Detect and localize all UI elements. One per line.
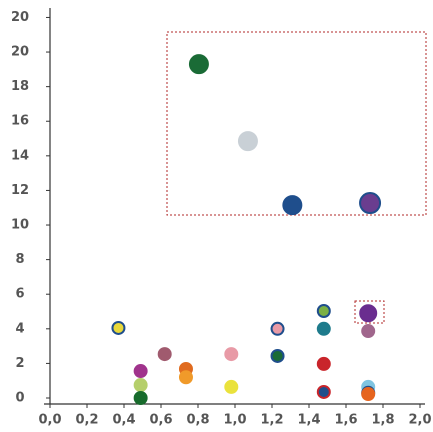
point — [316, 321, 331, 336]
point — [359, 304, 378, 323]
x-tick-label: 0,0 — [38, 413, 61, 428]
x-tick-label: 2,0 — [408, 413, 431, 428]
point — [224, 347, 239, 362]
y-tick-label: 0 — [15, 391, 24, 406]
x-tick-label: 0,4 — [112, 413, 135, 428]
point — [282, 195, 303, 216]
point — [178, 370, 193, 385]
x-tick-label: 1,6 — [334, 413, 357, 428]
x-tick-label: 1,2 — [260, 413, 283, 428]
x-tick-label: 1,0 — [223, 413, 246, 428]
point — [133, 364, 148, 379]
y-tick-label: 2 — [15, 356, 24, 371]
highlight-box — [354, 300, 385, 324]
point — [111, 320, 126, 335]
point — [224, 379, 239, 394]
point — [316, 384, 331, 399]
point — [270, 321, 285, 336]
point — [133, 378, 148, 393]
x-tick-label: 0,8 — [186, 413, 209, 428]
y-tick-label: 20 — [11, 45, 29, 60]
y-tick-label: 10 — [11, 218, 29, 233]
point — [133, 391, 148, 405]
point — [270, 348, 285, 363]
point — [361, 387, 376, 402]
point — [316, 356, 331, 371]
y-tick-label: 6 — [15, 287, 24, 302]
x-tick-label: 0,6 — [149, 413, 172, 428]
x-tick-label: 1,4 — [297, 413, 320, 428]
point — [316, 303, 331, 318]
y-tick-label: 18 — [11, 79, 29, 94]
y-tick-label: 4 — [15, 321, 24, 336]
y-tick-label: 8 — [15, 252, 24, 267]
y-tick-label: 20 — [11, 10, 29, 25]
point — [157, 347, 172, 362]
point — [359, 192, 382, 215]
point — [361, 324, 376, 339]
point — [188, 54, 209, 75]
y-tick-label: 14 — [11, 148, 29, 163]
y-tick-label: 16 — [11, 114, 29, 129]
x-tick-label: 0,2 — [75, 413, 98, 428]
highlight-box — [166, 31, 427, 216]
point — [237, 131, 258, 152]
y-tick-label: 12 — [11, 183, 29, 198]
x-tick-label: 1,8 — [371, 413, 394, 428]
